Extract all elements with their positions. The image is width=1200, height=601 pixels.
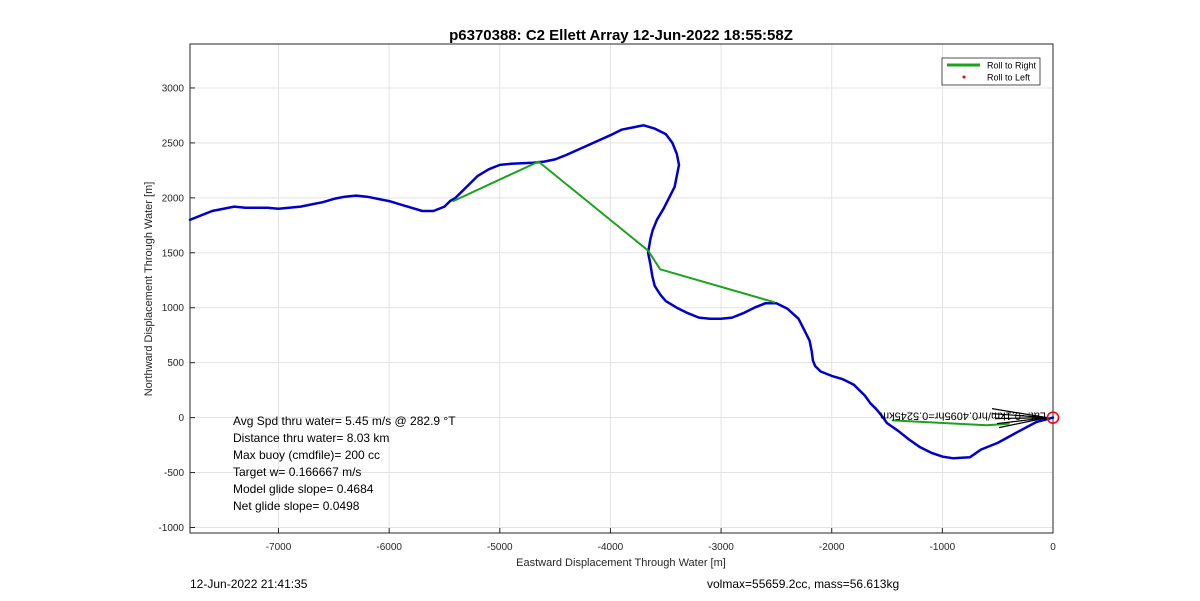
x-tick-label-4: -3000 [708, 542, 734, 553]
y-tick-label-6: 2000 [162, 193, 185, 204]
roll-right-segment-1 [452, 160, 776, 304]
y-tick-label-5: 1500 [162, 248, 185, 259]
y-tick-label-7: 2500 [162, 138, 185, 149]
track-line [188, 124, 1055, 460]
stats-annotation-1: Distance thru water= 8.03 km [233, 431, 389, 445]
legend-entry-roll-right: Roll to Right [987, 61, 1037, 71]
y-axis-label: Northward Displacement Through Water [m] [143, 182, 155, 397]
heading-arrows: Lat: -0.1km/hr0.4095hr=0.5245km [880, 408, 1060, 429]
y-tick-label-4: 1000 [162, 303, 185, 314]
footer-mass-info: volmax=55659.2cc, mass=56.613kg [707, 577, 900, 591]
x-tick-label-7: 0 [1050, 542, 1056, 553]
y-tick-label-1: -500 [164, 468, 184, 479]
roll-right-segment-2 [891, 419, 1010, 427]
annotation-layer: Avg Spd thru water= 5.45 m/s @ 282.9 °T D… [233, 414, 456, 513]
y-tick-label-2: 0 [178, 413, 184, 424]
x-tick-label-0: -7000 [266, 542, 292, 553]
stats-annotation-3: Target w= 0.166667 m/s [233, 465, 361, 479]
heading-arrow-4 [998, 417, 1048, 429]
x-axis-label: Eastward Displacement Through Water [m] [516, 557, 726, 569]
legend-box [941, 57, 1041, 86]
heading-arrow-0 [991, 408, 1048, 419]
heading-arrow-1 [991, 413, 1048, 419]
legend-entry-roll-left: Roll to Left [987, 73, 1031, 83]
stats-annotation-4: Model glide slope= 0.4684 [233, 482, 374, 496]
axis-ticks: -7000 -6000 -5000 -4000 -3000 -2000 -1000 0-100… [158, 83, 1056, 553]
heading-arrow-2 [994, 417, 1048, 420]
y-tick-label-8: 3000 [162, 83, 185, 94]
x-tick-label-1: -6000 [376, 542, 402, 553]
series-layer [188, 124, 1055, 460]
heading-arrow-3 [996, 417, 1048, 425]
mirrored-track-label: Lat: -0.1km/hr0.4095hr=0.5245km [880, 410, 1046, 422]
legend: Roll to Right Roll to Left [941, 57, 1041, 86]
y-tick-label-0: -1000 [158, 523, 184, 534]
origin-marker [1046, 411, 1060, 424]
stats-annotation-5: Net glide slope= 0.0498 [233, 499, 360, 513]
stats-annotation-0: Avg Spd thru water= 5.45 m/s @ 282.9 °T [233, 414, 456, 428]
legend-swatch-roll-left [962, 75, 966, 79]
chart-title: p6370388: C2 Ellett Array 12-Jun-2022 18… [449, 27, 793, 44]
x-tick-label-6: -1000 [930, 542, 956, 553]
x-tick-label-5: -2000 [819, 542, 845, 553]
stats-annotation-2: Max buoy (cmdfile)= 200 cc [233, 448, 380, 462]
axes-box [189, 43, 1054, 534]
y-tick-label-3: 500 [167, 358, 184, 369]
footer-timestamp: 12-Jun-2022 21:41:35 [190, 577, 308, 591]
x-tick-label-2: -5000 [487, 542, 513, 553]
x-tick-label-3: -4000 [598, 542, 624, 553]
